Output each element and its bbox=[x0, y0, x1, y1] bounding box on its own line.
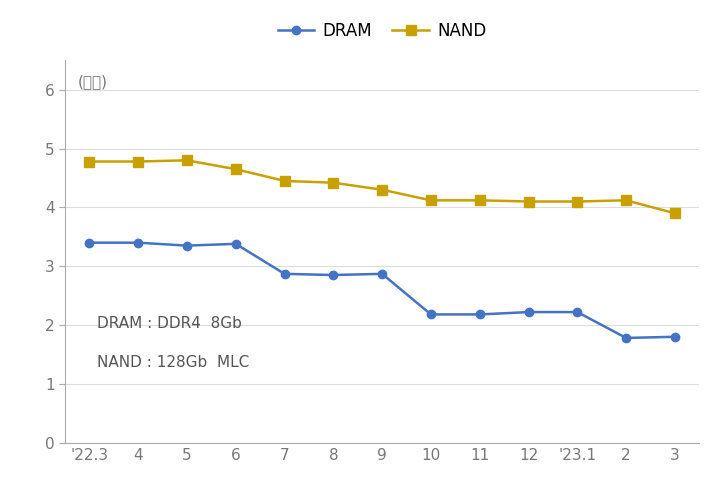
DRAM bbox=[524, 309, 533, 315]
Legend: DRAM, NAND: DRAM, NAND bbox=[271, 15, 493, 46]
Text: DRAM : DDR4  8Gb: DRAM : DDR4 8Gb bbox=[97, 316, 242, 331]
Text: NAND : 128Gb  MLC: NAND : 128Gb MLC bbox=[97, 355, 249, 370]
Text: (달러): (달러) bbox=[78, 74, 107, 89]
NAND bbox=[134, 158, 143, 164]
NAND bbox=[329, 180, 337, 186]
DRAM bbox=[134, 239, 143, 245]
NAND bbox=[280, 178, 289, 184]
DRAM bbox=[622, 335, 630, 341]
DRAM bbox=[329, 272, 337, 278]
DRAM bbox=[573, 309, 582, 315]
NAND bbox=[524, 199, 533, 205]
NAND bbox=[378, 187, 386, 193]
DRAM bbox=[280, 271, 289, 277]
NAND bbox=[85, 158, 94, 164]
DRAM bbox=[85, 239, 94, 245]
DRAM bbox=[671, 334, 679, 340]
DRAM bbox=[475, 311, 484, 317]
Line: DRAM: DRAM bbox=[85, 238, 679, 342]
NAND bbox=[622, 197, 630, 203]
DRAM bbox=[182, 242, 191, 248]
NAND bbox=[671, 210, 679, 216]
DRAM bbox=[378, 271, 386, 277]
Line: NAND: NAND bbox=[84, 155, 680, 218]
NAND bbox=[427, 197, 435, 203]
NAND bbox=[573, 199, 582, 205]
NAND bbox=[231, 166, 240, 172]
NAND bbox=[475, 197, 484, 203]
NAND bbox=[182, 157, 191, 163]
DRAM bbox=[427, 311, 435, 317]
DRAM bbox=[231, 241, 240, 247]
